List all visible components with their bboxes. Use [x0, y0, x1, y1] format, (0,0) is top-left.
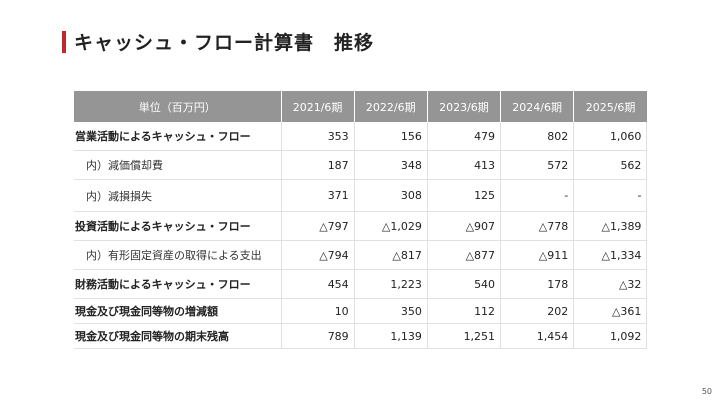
cell-value: 540 [426, 269, 501, 299]
cell-value: 1,139 [353, 323, 428, 349]
cell-value: △32 [573, 269, 648, 299]
page-title: キャッシュ・フロー計算書 推移 [74, 32, 375, 54]
row-label: 現金及び現金同等物の期末残高 [74, 323, 281, 349]
cell-value: △1,334 [573, 240, 648, 270]
table-row: 現金及び現金同等物の期末残高 789 1,139 1,251 1,454 1,0… [74, 323, 648, 349]
period-header: 2023/6期 [426, 91, 501, 122]
table-row: 内）有形固定資産の取得による支出 △794 △817 △877 △911 △1,… [74, 240, 648, 270]
cell-value: 350 [353, 298, 428, 324]
cell-value: 454 [280, 269, 355, 299]
cell-value: △817 [353, 240, 428, 270]
table-row: 内）減価償却費 187 348 413 572 562 [74, 150, 648, 180]
cell-value: 10 [280, 298, 355, 324]
row-label: 現金及び現金同等物の増減額 [74, 298, 281, 324]
cash-flow-table: 単位（百万円） 2021/6期 2022/6期 2023/6期 2024/6期 … [74, 91, 648, 349]
cell-value: 202 [500, 298, 574, 324]
cell-value: - [573, 179, 648, 212]
cell-value: 112 [426, 298, 501, 324]
cell-value: 353 [280, 122, 355, 151]
cell-value: 789 [280, 323, 355, 349]
cell-value: △797 [280, 211, 355, 241]
period-header: 2025/6期 [573, 91, 647, 122]
row-label: 営業活動によるキャッシュ・フロー [74, 122, 281, 151]
period-header: 2022/6期 [353, 91, 428, 122]
cell-value: 1,092 [573, 323, 648, 349]
cell-value: 156 [353, 122, 428, 151]
cell-value: △794 [280, 240, 355, 270]
cell-value: 178 [500, 269, 574, 299]
cell-value: 348 [353, 150, 428, 180]
cell-value: △1,389 [573, 211, 648, 241]
cell-value: △778 [500, 211, 574, 241]
unit-header: 単位（百万円） [74, 91, 281, 122]
cell-value: 1,223 [353, 269, 428, 299]
cell-value: 562 [573, 150, 648, 180]
row-label: 内）減損損失 [74, 179, 281, 212]
table-row: 財務活動によるキャッシュ・フロー 454 1,223 540 178 △32 [74, 269, 648, 299]
period-header: 2024/6期 [500, 91, 574, 122]
cell-value: △907 [426, 211, 501, 241]
period-header: 2021/6期 [280, 91, 355, 122]
cell-value: △361 [573, 298, 648, 324]
cell-value: 308 [353, 179, 428, 212]
cell-value: △911 [500, 240, 574, 270]
table-row: 内）減損損失 371 308 125 - - [74, 179, 648, 212]
page-number: 50 [701, 387, 712, 396]
row-label: 内）減価償却費 [74, 150, 281, 180]
cell-value: 187 [280, 150, 355, 180]
cell-value: 125 [426, 179, 501, 212]
cell-value: 479 [426, 122, 501, 151]
cell-value: 1,251 [426, 323, 501, 349]
cell-value: △877 [426, 240, 501, 270]
table-row: 投資活動によるキャッシュ・フロー △797 △1,029 △907 △778 △… [74, 211, 648, 241]
cell-value: - [500, 179, 574, 212]
cell-value: 413 [426, 150, 501, 180]
row-label: 財務活動によるキャッシュ・フロー [74, 269, 281, 299]
table-row: 現金及び現金同等物の増減額 10 350 112 202 △361 [74, 298, 648, 324]
cell-value: 572 [500, 150, 574, 180]
cell-value: 1,060 [573, 122, 648, 151]
table-header-row: 単位（百万円） 2021/6期 2022/6期 2023/6期 2024/6期 … [74, 91, 647, 122]
row-label: 内）有形固定資産の取得による支出 [74, 240, 281, 270]
cell-value: 1,454 [500, 323, 574, 349]
table-row: 営業活動によるキャッシュ・フロー 353 156 479 802 1,060 [74, 122, 648, 151]
cell-value: 371 [280, 179, 355, 212]
cell-value: 802 [500, 122, 574, 151]
cell-value: △1,029 [353, 211, 428, 241]
row-label: 投資活動によるキャッシュ・フロー [74, 211, 281, 241]
title-accent-bar [62, 31, 66, 53]
